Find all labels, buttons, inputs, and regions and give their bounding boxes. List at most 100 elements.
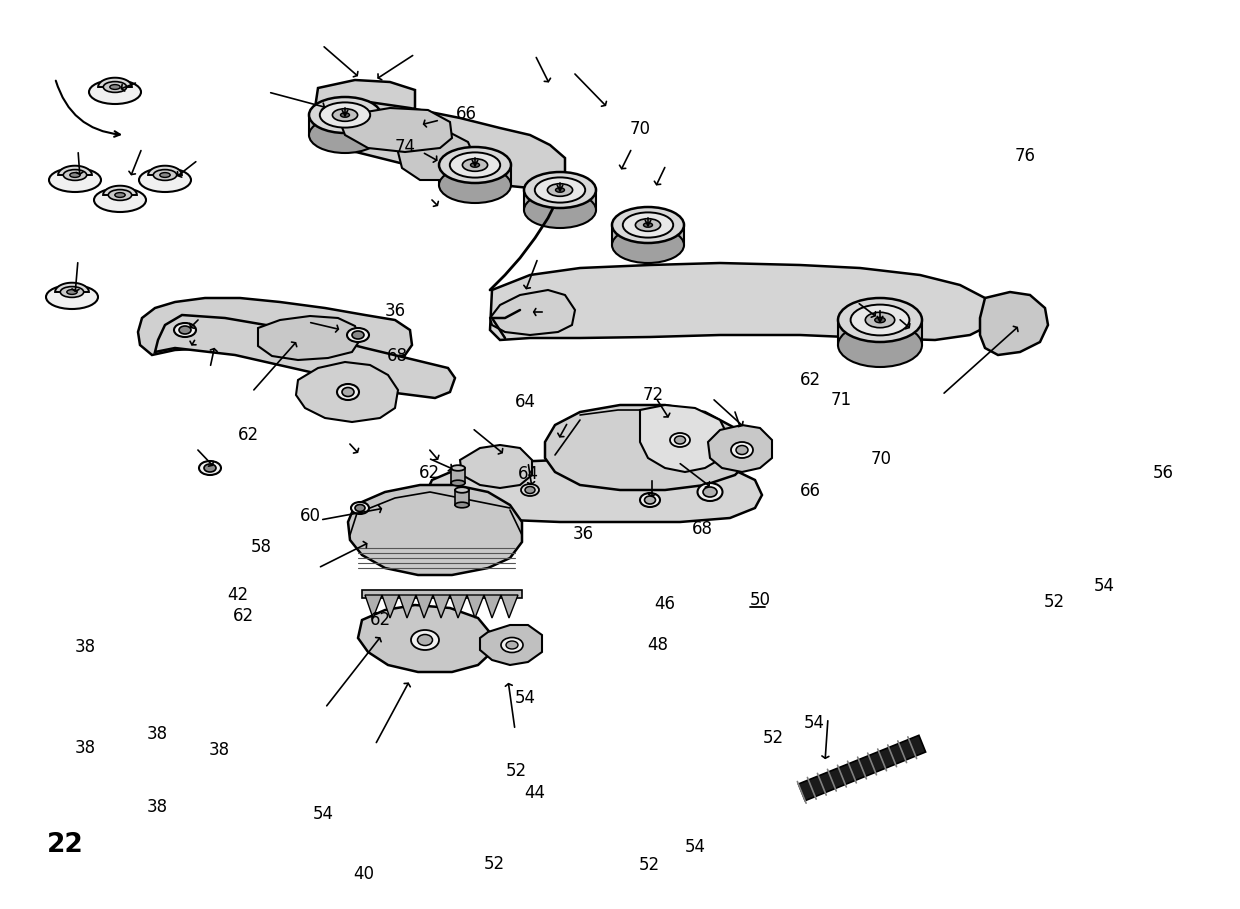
Polygon shape (365, 595, 382, 618)
Ellipse shape (521, 484, 539, 496)
Ellipse shape (46, 285, 98, 309)
Text: 72: 72 (642, 386, 663, 405)
Ellipse shape (525, 172, 596, 208)
Text: 60: 60 (300, 507, 321, 525)
Ellipse shape (851, 305, 909, 335)
Ellipse shape (320, 103, 371, 127)
Polygon shape (148, 165, 182, 175)
Ellipse shape (94, 188, 146, 212)
Ellipse shape (332, 109, 357, 121)
Ellipse shape (205, 464, 216, 472)
Text: 52: 52 (484, 854, 505, 873)
Ellipse shape (352, 331, 365, 339)
Ellipse shape (154, 170, 176, 180)
Ellipse shape (61, 286, 84, 297)
Text: 64: 64 (518, 465, 539, 484)
Text: 62: 62 (370, 611, 391, 629)
Ellipse shape (309, 97, 381, 133)
Text: 62: 62 (419, 464, 440, 482)
Ellipse shape (547, 184, 573, 196)
Text: 54: 54 (804, 714, 825, 732)
Polygon shape (415, 595, 433, 618)
Text: 66: 66 (456, 105, 477, 123)
Ellipse shape (697, 483, 723, 501)
Polygon shape (980, 292, 1048, 355)
Text: 74: 74 (394, 138, 415, 156)
Polygon shape (382, 595, 399, 618)
Text: 44: 44 (525, 784, 546, 802)
Polygon shape (358, 605, 492, 672)
Text: 46: 46 (655, 595, 676, 614)
Polygon shape (155, 315, 455, 398)
Polygon shape (58, 165, 92, 175)
Ellipse shape (622, 213, 673, 237)
Ellipse shape (732, 442, 753, 458)
Text: 52: 52 (763, 729, 784, 747)
Ellipse shape (640, 493, 660, 507)
Polygon shape (399, 595, 415, 618)
Text: 38: 38 (146, 798, 167, 816)
Ellipse shape (455, 502, 469, 508)
Polygon shape (425, 460, 763, 522)
Polygon shape (490, 290, 575, 335)
Ellipse shape (69, 173, 81, 177)
Ellipse shape (506, 641, 518, 649)
Ellipse shape (613, 207, 684, 243)
Ellipse shape (67, 290, 77, 295)
Ellipse shape (556, 188, 564, 192)
Polygon shape (613, 225, 684, 245)
Ellipse shape (89, 80, 141, 104)
Text: 42: 42 (227, 586, 248, 604)
Text: 66: 66 (800, 482, 821, 500)
Polygon shape (309, 115, 381, 135)
Polygon shape (501, 595, 518, 618)
Text: 70: 70 (870, 450, 892, 468)
Ellipse shape (525, 192, 596, 228)
Polygon shape (258, 316, 360, 360)
Ellipse shape (347, 328, 370, 342)
Polygon shape (455, 490, 469, 505)
Polygon shape (362, 590, 522, 598)
Polygon shape (490, 263, 994, 340)
Ellipse shape (341, 113, 350, 117)
Text: 54: 54 (1094, 577, 1115, 595)
Text: 62: 62 (233, 607, 254, 625)
Ellipse shape (874, 317, 885, 323)
Text: 36: 36 (573, 525, 594, 544)
Polygon shape (55, 283, 89, 292)
Ellipse shape (450, 153, 500, 177)
Polygon shape (640, 405, 730, 472)
Polygon shape (799, 735, 925, 801)
Ellipse shape (866, 313, 895, 328)
Ellipse shape (439, 147, 511, 183)
Ellipse shape (160, 173, 170, 177)
Polygon shape (460, 445, 532, 488)
Text: 71: 71 (831, 391, 852, 409)
Polygon shape (315, 80, 415, 120)
Text: 38: 38 (146, 725, 167, 744)
Text: 68: 68 (692, 520, 713, 538)
Ellipse shape (63, 170, 87, 180)
Polygon shape (433, 595, 450, 618)
Text: 40: 40 (353, 865, 374, 884)
Text: 38: 38 (208, 741, 229, 759)
Ellipse shape (525, 486, 534, 494)
Text: 56: 56 (1153, 464, 1174, 482)
Polygon shape (467, 595, 484, 618)
Polygon shape (480, 625, 542, 665)
Ellipse shape (355, 504, 365, 512)
Ellipse shape (455, 487, 469, 493)
Ellipse shape (418, 634, 433, 645)
Text: 52: 52 (1044, 593, 1065, 611)
Ellipse shape (139, 168, 191, 192)
Ellipse shape (309, 117, 381, 153)
Polygon shape (450, 595, 467, 618)
Polygon shape (340, 108, 453, 152)
Ellipse shape (838, 298, 923, 342)
Polygon shape (439, 165, 511, 185)
Polygon shape (546, 405, 748, 490)
Text: 48: 48 (647, 636, 668, 654)
Ellipse shape (110, 85, 120, 89)
Polygon shape (708, 425, 773, 472)
Ellipse shape (703, 487, 717, 497)
